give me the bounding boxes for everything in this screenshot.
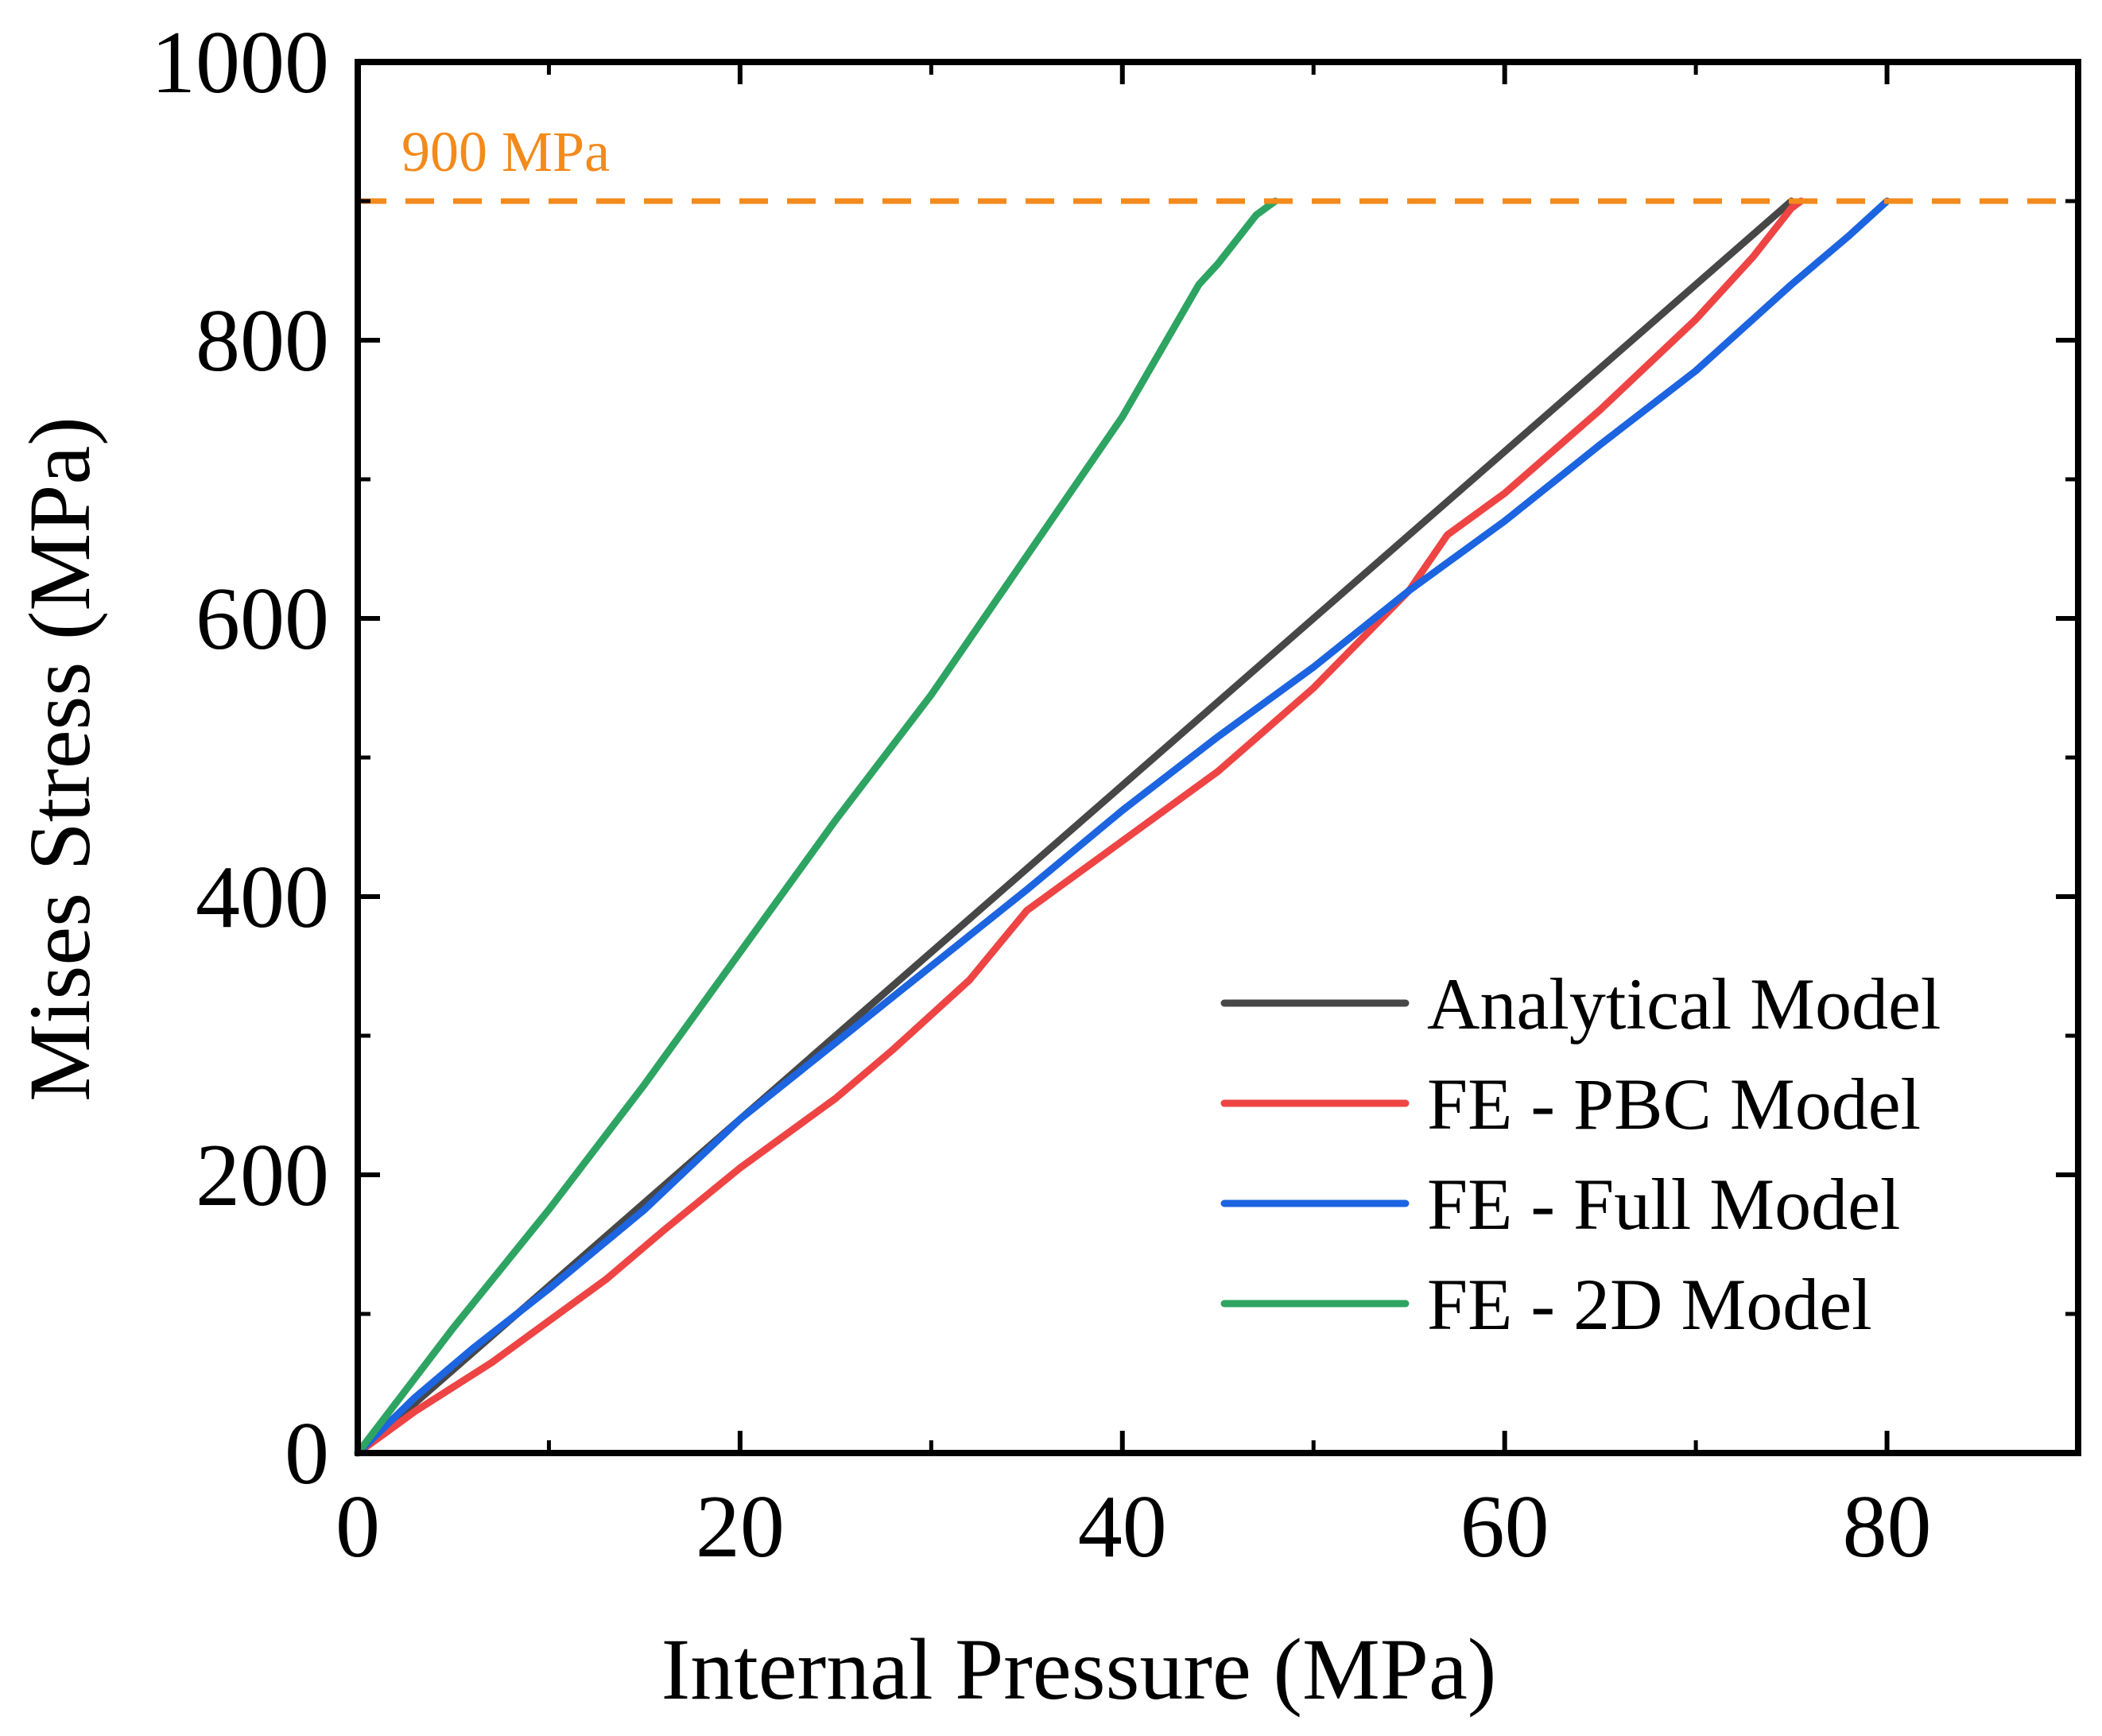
x-tick-label: 80 <box>1843 1478 1932 1576</box>
legend-label-fe-full-model: FE - Full Model <box>1427 1164 1900 1245</box>
x-tick-label: 0 <box>335 1478 380 1576</box>
y-tick-label: 1000 <box>151 14 329 112</box>
y-tick-label: 800 <box>196 292 329 390</box>
series-line-analytical-model <box>354 197 1795 1457</box>
legend-label-fe-pbc-model: FE - PBC Model <box>1427 1064 1921 1145</box>
legend: Analytical Model FE - PBC Model FE - Full … <box>1220 963 1941 1345</box>
y-axis-title: Mises Stress (MPa) <box>11 417 108 1102</box>
y-tick-label: 400 <box>196 848 329 947</box>
y-tick-label: 0 <box>285 1405 329 1503</box>
reference-line-layer: 900 MPa <box>358 120 2078 204</box>
plot-frame <box>355 59 2081 1456</box>
x-tick-label: 60 <box>1460 1478 1549 1576</box>
x-tick-label: 40 <box>1078 1478 1167 1576</box>
legend-label-fe-2d-model: FE - 2D Model <box>1427 1264 1872 1345</box>
series-line-fe-full-model <box>354 197 1891 1457</box>
x-axis-title: Internal Pressure (MPa) <box>661 1621 1497 1718</box>
series-layer <box>354 197 1891 1457</box>
series-line-fe-2d-model <box>354 197 1279 1457</box>
legend-label-analytical-model: Analytical Model <box>1427 963 1941 1044</box>
series-line-fe-pbc-model <box>354 197 1805 1457</box>
y-tick-label: 600 <box>196 570 329 668</box>
y-tick-label: 200 <box>196 1126 329 1225</box>
reference-line-label: 900 MPa <box>401 120 610 184</box>
x-tick-label: 20 <box>696 1478 785 1576</box>
